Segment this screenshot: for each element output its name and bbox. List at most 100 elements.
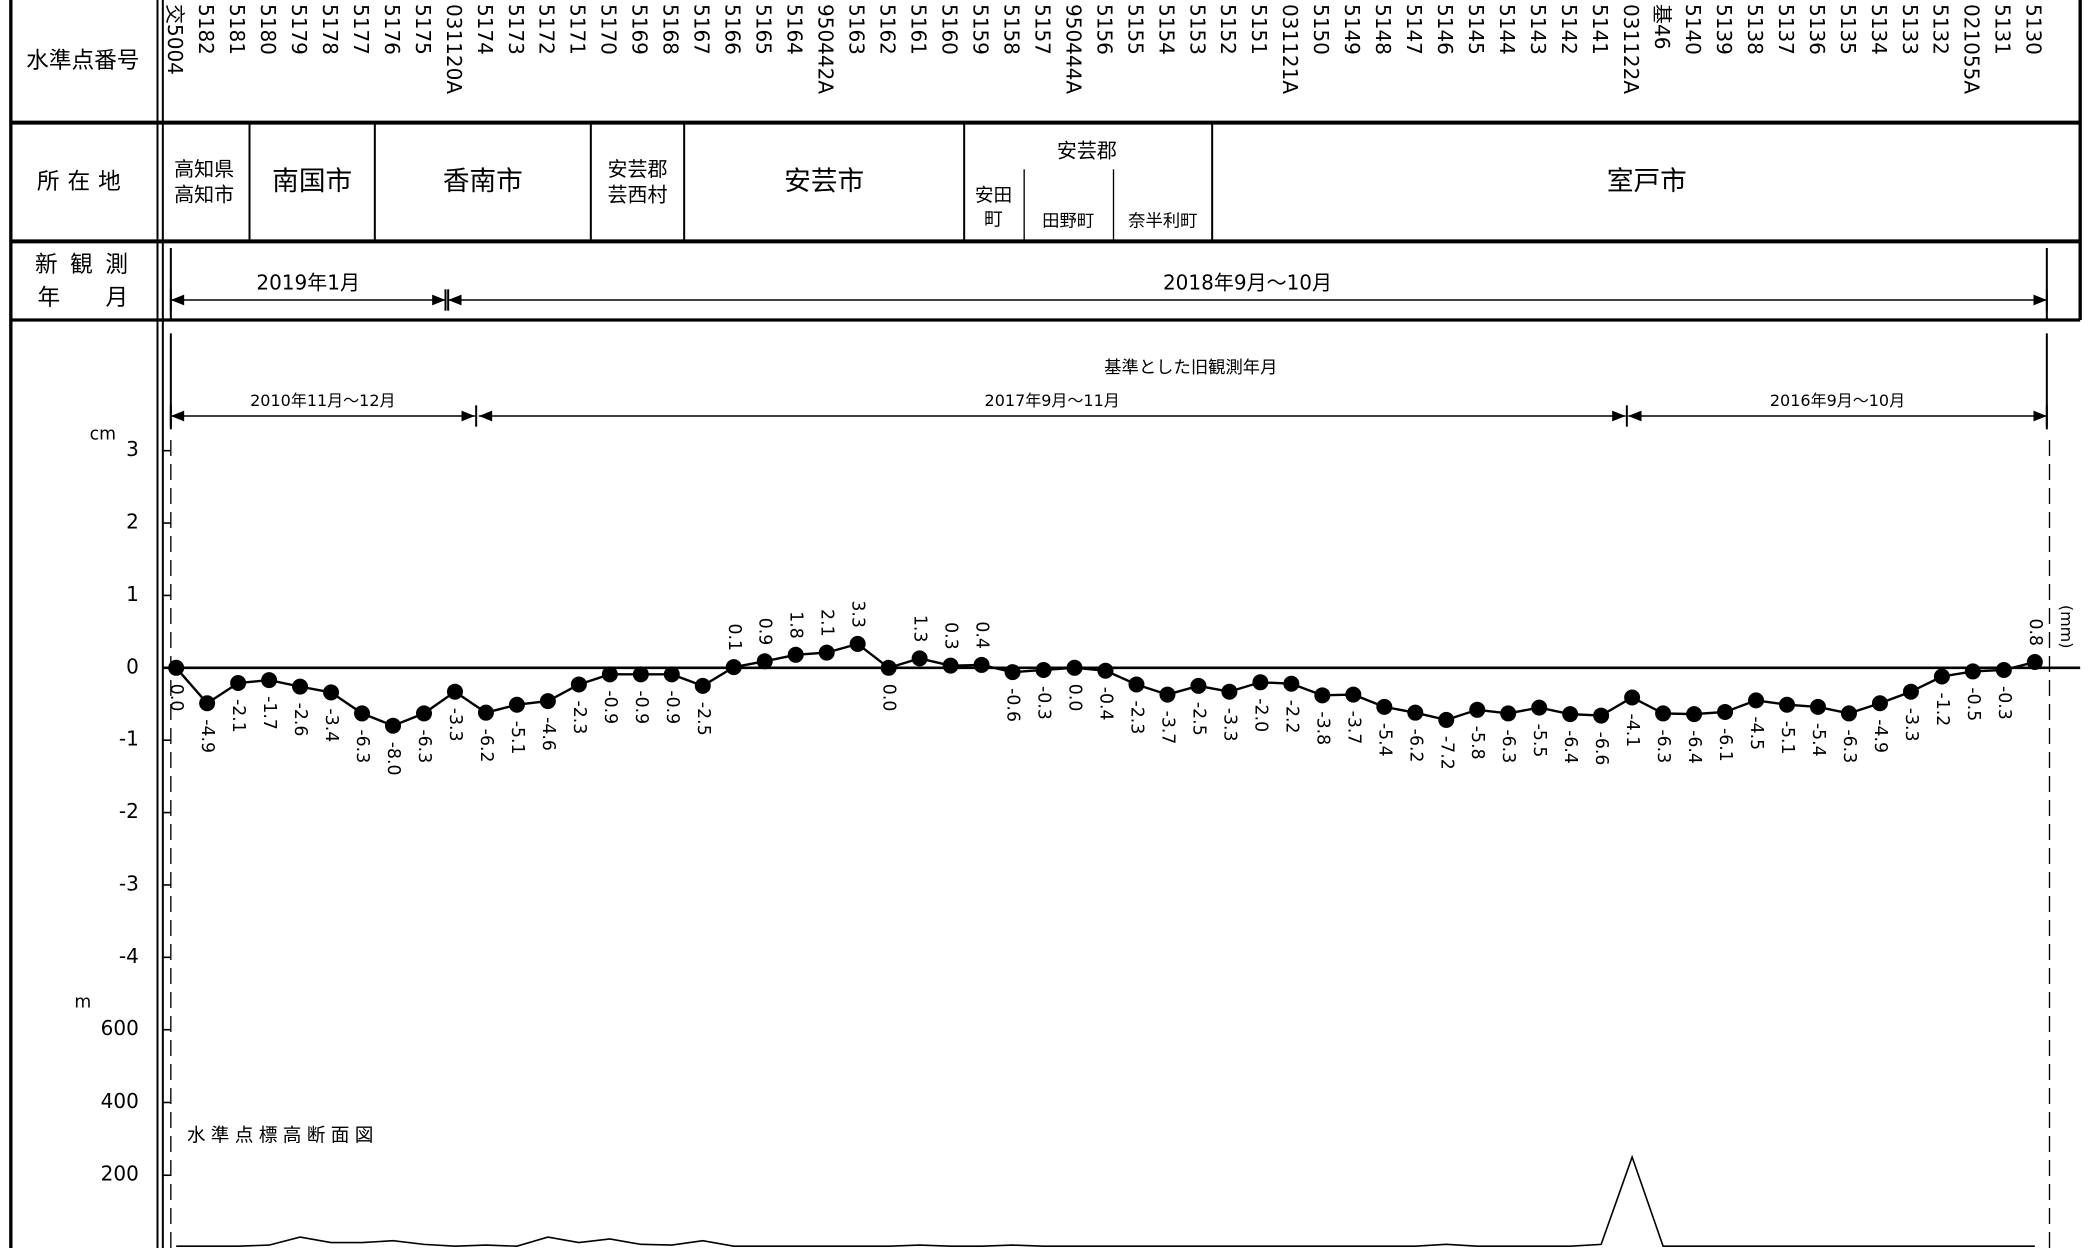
benchmark-id: 5138: [1743, 4, 1767, 55]
value-label: -3.7: [1157, 711, 1177, 745]
location-name: 香南市: [443, 166, 523, 197]
data-point: [1779, 696, 1796, 713]
benchmark-id: 5175: [411, 4, 435, 55]
data-point: [323, 684, 340, 701]
benchmark-id: 5171: [566, 4, 590, 55]
benchmark-id: 5168: [659, 4, 683, 55]
benchmark-id: 5139: [1712, 4, 1736, 55]
benchmark-id: 5155: [1123, 4, 1147, 55]
location-name: 安芸郡: [608, 157, 668, 181]
value-label: 0.0: [1065, 684, 1085, 712]
benchmark-id: 5156: [1092, 4, 1116, 55]
value-label: -0.9: [662, 690, 682, 724]
data-point: [1283, 675, 1300, 692]
value-label: -0.9: [600, 690, 620, 724]
value-label: -8.0: [383, 742, 403, 776]
data-point: [1407, 704, 1424, 721]
data-point: [694, 677, 711, 694]
y-tick-label: -3: [119, 871, 139, 895]
benchmark-id: 031120A: [442, 4, 466, 94]
benchmark-id: 5146: [1433, 4, 1457, 55]
benchmark-id: 5180: [256, 4, 280, 55]
value-label: 1.3: [910, 615, 930, 643]
value-label: -5.1: [1777, 721, 1797, 755]
benchmark-id: 5160: [937, 4, 961, 55]
value-label: -5.4: [1808, 723, 1828, 757]
benchmark-id: 5164: [783, 4, 807, 55]
data-point: [1376, 698, 1393, 715]
location-name: 芸西村: [608, 183, 668, 207]
data-point: [1221, 683, 1238, 700]
value-label: -5.5: [1529, 724, 1549, 758]
benchmark-id: 5137: [1774, 4, 1798, 55]
data-point: [1995, 661, 2012, 678]
value-label: -1.2: [1932, 692, 1952, 726]
value-label: 1.8: [786, 611, 806, 639]
elevation-profile: [176, 1154, 2035, 1247]
data-point: [1686, 706, 1703, 723]
value-label: -7.2: [1436, 736, 1456, 770]
value-label: -3.3: [1901, 708, 1921, 742]
data-point: [415, 705, 432, 722]
y-unit: m: [74, 993, 91, 1013]
value-label: -6.2: [1405, 729, 1425, 763]
row-label: 年 月: [38, 285, 129, 311]
value-label: -2.0: [1250, 698, 1270, 732]
data-point: [601, 666, 618, 683]
value-label: -4.5: [1746, 716, 1766, 750]
data-point: [1128, 676, 1145, 693]
value-label: -6.4: [1560, 730, 1580, 764]
value-label: 0.4: [972, 621, 992, 649]
y-tick-label: 0: [126, 654, 139, 678]
value-label: 2.1: [817, 609, 837, 637]
data-point: [1933, 668, 1950, 685]
value-unit: (mm): [2057, 605, 2076, 649]
data-point: [756, 653, 773, 670]
benchmark-id: 5163: [845, 4, 869, 55]
data-point: [1066, 659, 1083, 676]
data-point: [230, 675, 247, 692]
reference-period: 2016年9月～10月: [1770, 391, 1905, 410]
data-point: [942, 657, 959, 674]
value-label: -2.6: [290, 703, 310, 737]
value-label: -3.4: [321, 708, 341, 742]
arrow-head: [2033, 294, 2047, 306]
benchmark-id: 5173: [504, 4, 528, 55]
value-label: -0.3: [1994, 686, 2014, 720]
benchmark-id: 5149: [1340, 4, 1364, 55]
benchmark-id: 5182: [194, 4, 218, 55]
value-label: -4.1: [1622, 713, 1642, 747]
value-label: -2.5: [1188, 702, 1208, 736]
benchmark-id: 5162: [875, 4, 899, 55]
benchmark-id: 031122A: [1619, 4, 1643, 94]
location-name: 安田: [975, 186, 1012, 207]
value-label: -6.6: [1591, 732, 1611, 766]
location-group: 安芸郡: [1057, 139, 1117, 163]
arrow-head: [448, 294, 462, 306]
value-label: -6.3: [1839, 729, 1859, 763]
data-point: [1593, 707, 1610, 724]
benchmark-id: 5150: [1309, 4, 1333, 55]
data-point: [2026, 654, 2043, 671]
data-point: [477, 704, 494, 721]
benchmark-id: 5158: [999, 4, 1023, 55]
value-label: -6.2: [476, 729, 496, 763]
arrow-head: [432, 294, 446, 306]
data-point: [1531, 699, 1548, 716]
value-label: -5.8: [1467, 726, 1487, 760]
arrow-head: [1628, 410, 1642, 422]
value-label: -1.7: [259, 696, 279, 730]
benchmark-id: 5130: [2022, 4, 2046, 55]
benchmark-id: 5154: [1154, 4, 1178, 55]
data-point: [849, 635, 866, 652]
data-point: [632, 666, 649, 683]
y-unit: cm: [90, 425, 116, 445]
reference-period: 2010年11月～12月: [250, 391, 395, 410]
reference-period: 2017年9月～11月: [985, 391, 1120, 410]
benchmark-id: 5143: [1526, 4, 1550, 55]
data-point: [1840, 705, 1857, 722]
data-point: [354, 705, 371, 722]
value-label: -6.3: [1653, 729, 1673, 763]
row-label: 新 観 測: [35, 252, 131, 278]
